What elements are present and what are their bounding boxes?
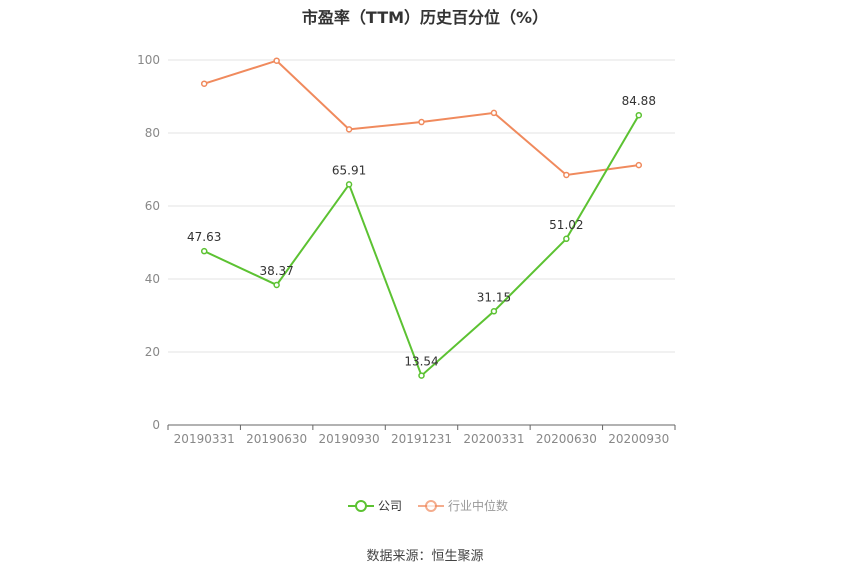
series-line bbox=[203, 59, 639, 177]
data-label: 51.02 bbox=[549, 218, 583, 232]
data-point bbox=[345, 181, 353, 188]
data-point bbox=[345, 126, 353, 133]
y-tick-label: 40 bbox=[145, 272, 160, 286]
data-label: 47.63 bbox=[187, 230, 221, 244]
chart-title: 市盈率（TTM）历史百分位（%） bbox=[301, 8, 549, 27]
y-tick-label: 0 bbox=[152, 418, 160, 432]
legend-marker bbox=[425, 500, 437, 512]
y-tick-label: 100 bbox=[137, 53, 160, 67]
y-tick-label: 20 bbox=[145, 345, 160, 359]
data-point bbox=[490, 308, 498, 315]
data-point bbox=[200, 80, 208, 87]
data-label: 84.88 bbox=[622, 94, 656, 108]
data-label: 31.15 bbox=[477, 290, 511, 304]
data-point bbox=[635, 111, 643, 119]
legend-label: 公司 bbox=[378, 499, 402, 513]
data-point bbox=[418, 118, 425, 126]
data-point bbox=[563, 235, 570, 243]
x-tick-label: 20190930 bbox=[319, 432, 380, 446]
x-tick-label: 20191231 bbox=[391, 432, 452, 446]
x-tick-label: 20200331 bbox=[463, 432, 524, 446]
legend-label: 行业中位数 bbox=[448, 498, 508, 513]
series-line bbox=[203, 114, 640, 378]
data-point bbox=[273, 281, 280, 289]
y-tick-label: 60 bbox=[145, 199, 160, 213]
data-point bbox=[200, 247, 208, 255]
x-tick-label: 20200930 bbox=[608, 432, 669, 446]
data-point bbox=[563, 171, 570, 179]
x-tick-label: 20190630 bbox=[246, 432, 307, 446]
legend-marker bbox=[355, 500, 367, 512]
data-point bbox=[418, 372, 425, 379]
data-point bbox=[490, 109, 498, 117]
data-label: 13.54 bbox=[404, 355, 438, 369]
data-source: 数据来源：恒生聚源 bbox=[366, 549, 484, 564]
data-point bbox=[273, 57, 280, 64]
data-point bbox=[635, 161, 643, 169]
data-label: 65.91 bbox=[332, 163, 366, 177]
y-tick-label: 80 bbox=[145, 126, 160, 140]
x-tick-label: 20200630 bbox=[536, 432, 597, 446]
x-tick-label: 20190331 bbox=[174, 432, 235, 446]
data-label: 38.37 bbox=[259, 264, 293, 278]
